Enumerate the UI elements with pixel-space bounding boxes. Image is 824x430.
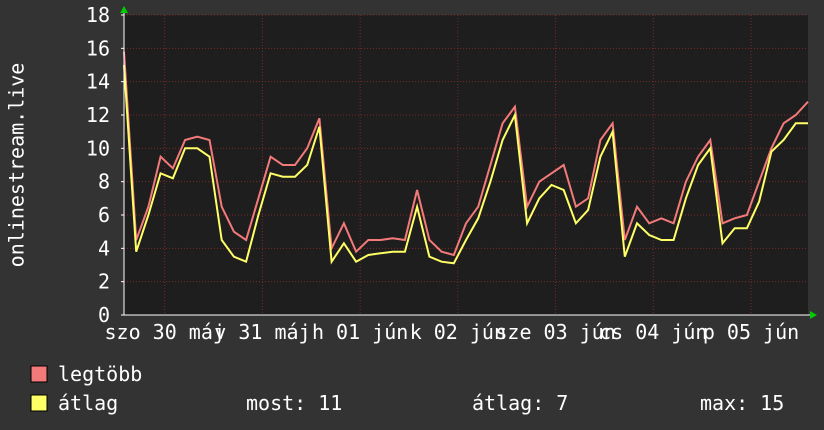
x-tick-label: v 31 máj: [214, 320, 310, 344]
y-tick-label: 10: [86, 136, 110, 160]
stat-value: 7: [556, 391, 568, 415]
series-line: [123, 64, 808, 265]
y-axis-arrow: [120, 6, 128, 13]
stat: átlag: 7: [472, 391, 568, 415]
x-axis-arrow: [810, 311, 817, 319]
stat-value: 15: [760, 391, 784, 415]
stat-label: átlag:: [472, 391, 544, 415]
stat-value: 11: [318, 391, 342, 415]
series-line: [123, 51, 809, 257]
stat: most: 11: [246, 391, 342, 415]
plot-area: [124, 15, 808, 315]
x-tick-label: cs 04 jún: [599, 320, 707, 344]
y-axis-label: onlinestream.live: [5, 63, 29, 268]
y-tick-label: 0: [98, 303, 110, 327]
y-tick-label: 2: [98, 270, 110, 294]
stat-label: most:: [246, 391, 306, 415]
x-tick-label: k 02 jún: [410, 320, 506, 344]
legend-swatch: [30, 365, 48, 383]
y-tick-label: 8: [98, 170, 110, 194]
y-tick-label: 6: [98, 203, 110, 227]
y-tick-label: 18: [86, 3, 110, 27]
series: [123, 51, 809, 265]
stat: max: 15: [700, 391, 784, 415]
stat-label: max:: [700, 391, 748, 415]
x-tick-label: sze 03 jún: [495, 320, 615, 344]
y-tick-label: 12: [86, 103, 110, 127]
y-tick-label: 4: [98, 236, 110, 260]
legend-swatch: [30, 394, 48, 412]
legend-label: legtöbb: [58, 362, 142, 386]
grid: [124, 14, 808, 316]
legend-label: átlag: [58, 391, 118, 415]
y-tick-label: 16: [86, 36, 110, 60]
x-tick-label: p 05 jún: [703, 320, 799, 344]
y-tick-label: 14: [86, 70, 110, 94]
x-tick-label: szo 30 máj: [105, 320, 225, 344]
legend: legtöbb átlag most: 11 átlag: 7 max: 15: [30, 362, 784, 415]
x-tick-label: h 01 jún: [312, 320, 408, 344]
